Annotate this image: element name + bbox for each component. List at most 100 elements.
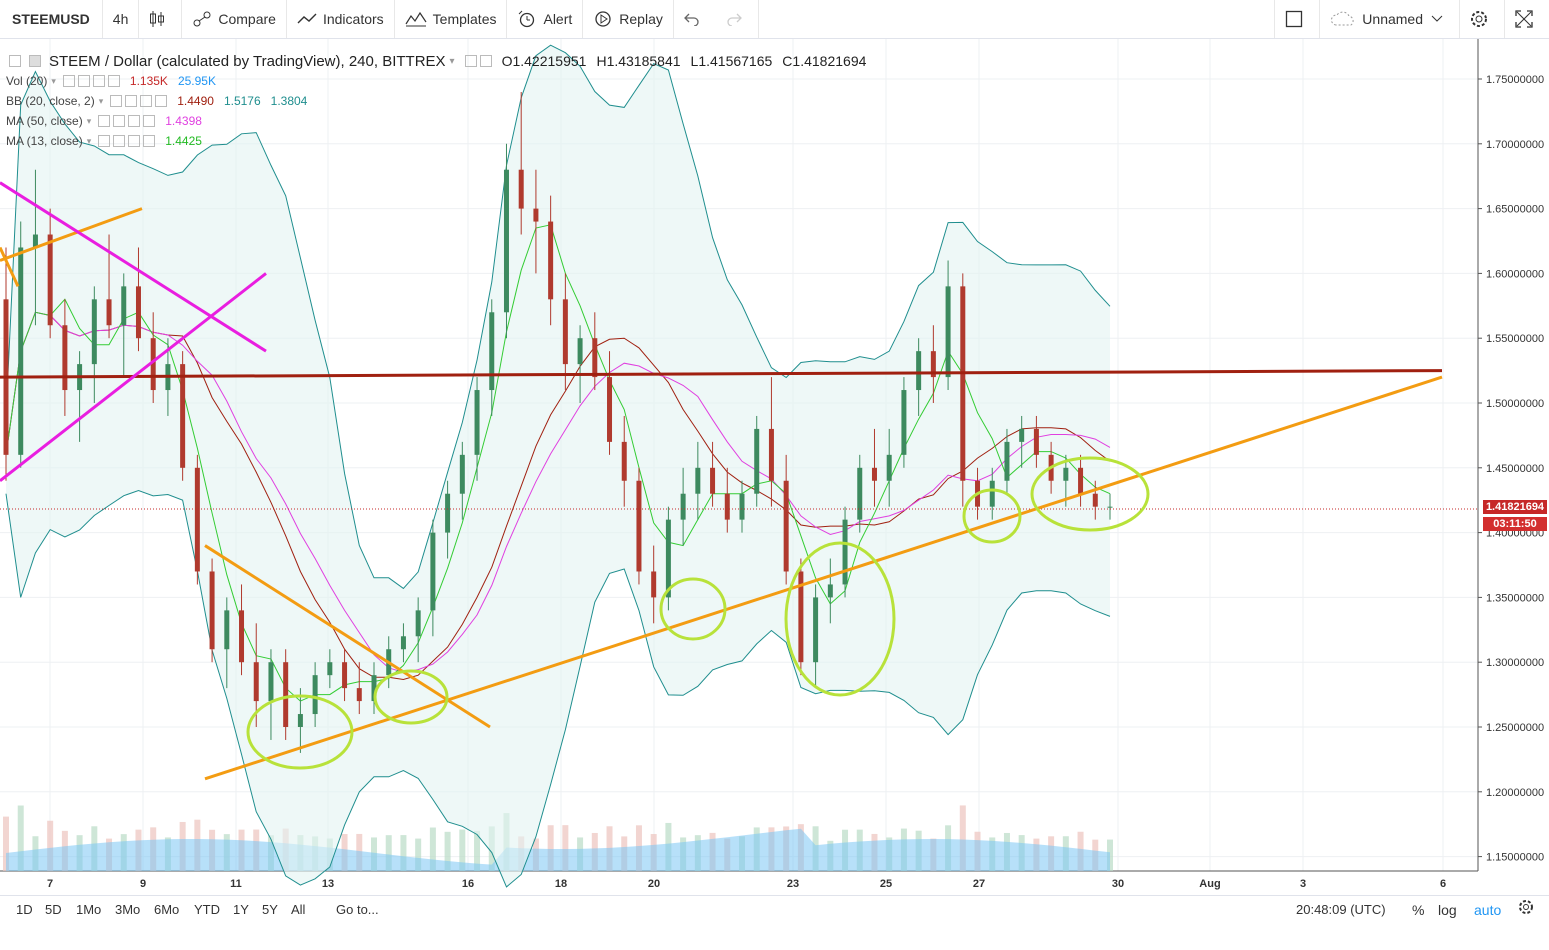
legend-vol-row: Vol (20) ▾ 1.135K 25.95K [6,71,866,91]
chevron-down-icon[interactable]: ▾ [86,115,92,126]
legend-dropdown-icon[interactable]: ▾ [449,55,455,67]
chevron-down-icon[interactable]: ▾ [86,135,92,146]
candle-body [400,636,406,650]
volume-bar [459,829,466,871]
candle-body [665,519,671,598]
highlight-ellipse [1030,456,1150,532]
replay-button[interactable]: Replay [583,0,674,38]
time-tick-label: Aug [1199,878,1220,890]
gear-icon[interactable] [113,115,126,127]
time-tick-label: 11 [230,878,242,890]
candle-body [621,441,627,481]
candle-body [783,480,789,572]
candle-body [813,597,819,663]
candle-body [842,519,848,585]
range-5d[interactable]: 5D [45,902,62,917]
eye-icon[interactable] [98,135,111,147]
bb-lower-value: 1.3804 [270,94,308,108]
price-tick-label: 1.35000000 [1486,592,1544,604]
time-tick-label: 7 [47,878,53,890]
gear-icon[interactable] [125,95,138,107]
eye-icon[interactable] [62,75,75,87]
range-3mo[interactable]: 3Mo [115,902,141,917]
ma13-value: 1.4425 [165,134,202,148]
time-tick-label: 6 [1440,878,1446,890]
fullscreen-layout-button[interactable] [1274,0,1321,38]
highlight-ellipse [246,694,354,770]
alert-button[interactable]: Alert [507,0,584,38]
range-6mo[interactable]: 6Mo [154,902,180,917]
ma50-label[interactable]: MA (50, close) [6,114,83,128]
range-all[interactable]: All [291,902,306,917]
candle-body [356,688,362,702]
chart-style-button[interactable] [139,0,183,38]
eye-icon[interactable] [98,115,111,127]
candle-body [430,532,436,611]
log-toggle[interactable]: log [1438,902,1457,918]
candle-body [371,675,377,702]
undo-icon [683,13,699,26]
redo-button[interactable] [716,0,759,38]
templates-button[interactable]: Templates [395,0,508,38]
range-1d[interactable]: 1D [16,902,33,917]
fullscreen-button[interactable] [1505,0,1549,38]
chevron-down-icon [1431,15,1443,22]
layout-name-dropdown[interactable]: Unnamed [1320,0,1460,38]
indicators-button[interactable]: Indicators [287,0,395,38]
bottom-toolbar: 1D 5D 1Mo 3Mo 6Mo YTD 1Y 5Y All Go to... 20:48:0… [0,895,1549,950]
range-5y[interactable]: 5Y [262,902,278,917]
candle-body [901,390,907,455]
expand-icon [1515,10,1533,28]
chart-settings-button[interactable] [1518,899,1534,918]
close-icon[interactable] [155,95,168,107]
vol-label[interactable]: Vol (20) [6,74,48,88]
volume-bar [3,816,9,871]
bollinger-basis-line [5,311,1111,681]
go-to-button[interactable]: Go to... [336,902,379,917]
symbol-search[interactable]: STEEMUSD [0,0,103,38]
plus-icon[interactable] [92,75,105,87]
clock-readout: 20:48:09 (UTC) [1296,902,1386,917]
range-1y[interactable]: 1Y [233,902,249,917]
range-1mo[interactable]: 1Mo [76,902,102,917]
eye-icon[interactable] [464,55,477,67]
price-chart[interactable]: 1.75000000 1.70000000 1.65000000 1.60000000… [0,39,1549,895]
undo-button[interactable] [674,0,716,38]
close-icon[interactable] [143,135,156,147]
pattern-line-down [0,181,267,353]
candle-body [459,454,465,494]
candle-body [1004,441,1010,481]
settings-button[interactable] [1460,0,1505,38]
plus-icon[interactable] [140,95,153,107]
price-tick-label: 1.30000000 [1486,657,1544,669]
auto-toggle[interactable]: auto [1474,902,1502,918]
eye-icon[interactable] [110,95,123,107]
gear-icon[interactable] [77,75,90,87]
plus-icon[interactable] [128,115,141,127]
gear-icon[interactable] [479,55,492,67]
chevron-down-icon[interactable]: ▾ [51,75,56,86]
chart-pane[interactable]: 1.75000000 1.70000000 1.65000000 1.60000000… [0,39,1549,895]
candle-body [32,234,38,248]
gear-icon[interactable] [113,135,126,147]
ohlc-low: L1.41567165 [691,53,773,69]
plus-icon[interactable] [128,135,141,147]
range-ytd[interactable]: YTD [194,902,220,917]
close-icon[interactable] [107,75,120,87]
ma13-line [5,224,1111,702]
time-tick-label: 9 [140,878,146,890]
ma13-label[interactable]: MA (13, close) [6,134,83,148]
volume-bar [562,825,569,871]
legend-ma13-row: MA (13, close) ▾ 1.4425 [6,131,866,151]
compare-button[interactable]: Compare [182,0,287,38]
candle-body [754,428,760,494]
candle-body [989,480,995,507]
collapse-icon[interactable] [9,55,21,67]
interval-selector[interactable]: 4h [103,0,140,38]
percent-toggle[interactable]: % [1412,902,1425,918]
price-tick-label: 1.55000000 [1486,333,1544,345]
close-icon[interactable] [143,115,156,127]
chevron-down-icon[interactable]: ▾ [98,95,104,106]
bb-label[interactable]: BB (20, close, 2) [6,94,95,108]
legend-ma50-row: MA (50, close) ▾ 1.4398 [6,111,866,131]
